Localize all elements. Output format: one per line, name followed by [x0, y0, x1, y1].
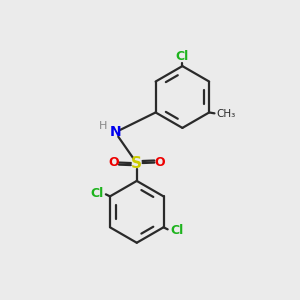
Text: S: S: [131, 156, 142, 171]
Text: O: O: [154, 156, 165, 169]
Text: Cl: Cl: [90, 187, 104, 200]
Text: H: H: [99, 121, 107, 131]
Text: N: N: [110, 125, 121, 139]
Text: O: O: [109, 156, 119, 169]
Text: Cl: Cl: [170, 224, 183, 237]
Text: CH₃: CH₃: [217, 109, 236, 119]
Text: Cl: Cl: [176, 50, 189, 62]
